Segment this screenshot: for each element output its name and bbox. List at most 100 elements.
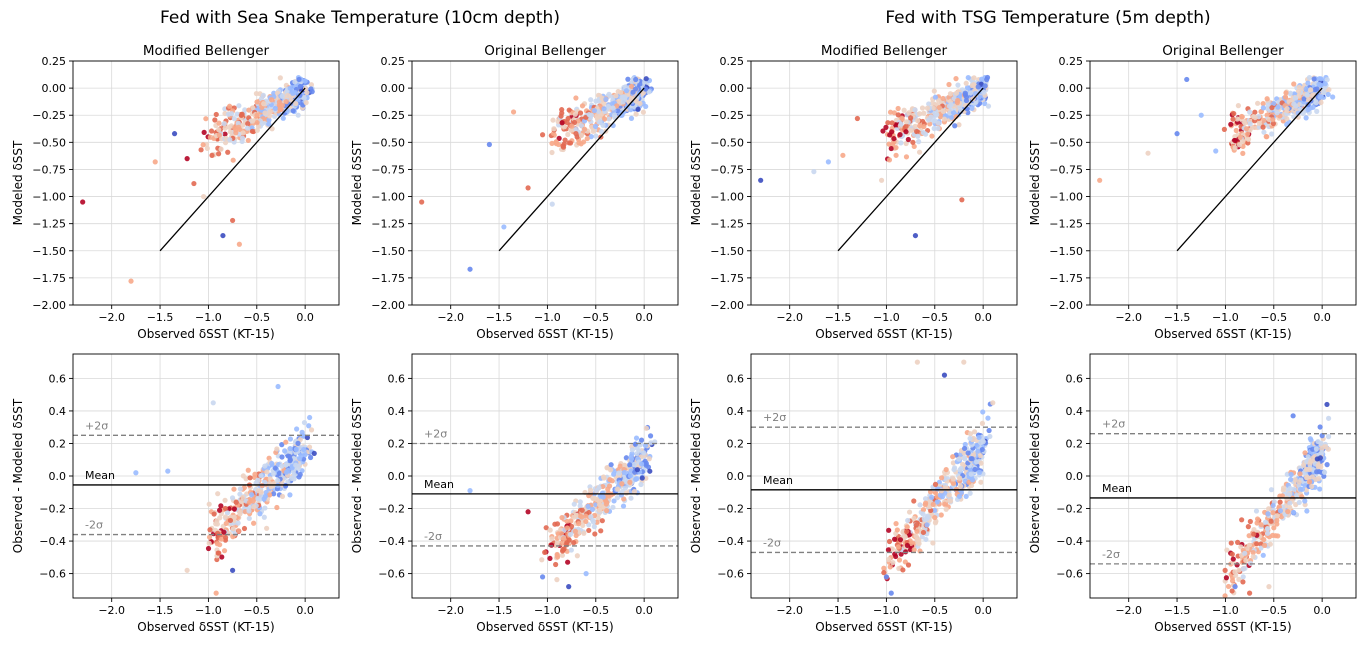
- data-point: [285, 453, 291, 459]
- data-point: [641, 450, 647, 456]
- data-point: [266, 121, 272, 127]
- data-point: [952, 123, 958, 129]
- x-tick-label: −1.0: [1212, 311, 1239, 324]
- data-point: [221, 121, 227, 127]
- data-point: [586, 527, 592, 534]
- data-point: [898, 140, 904, 146]
- data-point: [629, 447, 636, 453]
- data-point: [1314, 108, 1320, 114]
- y-tick-label: −1.25: [32, 218, 66, 231]
- data-point: [601, 475, 607, 481]
- data-point: [601, 106, 607, 112]
- data-point: [1246, 533, 1252, 539]
- data-point: [1292, 476, 1298, 483]
- data-point: [547, 555, 553, 562]
- data-point: [611, 112, 618, 118]
- y-tick-label: −2.00: [1049, 299, 1083, 312]
- plus-2sigma-label: +2σ: [85, 419, 108, 432]
- data-point: [1261, 542, 1268, 548]
- data-point: [985, 415, 991, 421]
- y-tick-label: −1.00: [1049, 191, 1083, 204]
- data-point: [80, 199, 86, 205]
- data-point: [903, 154, 910, 160]
- y-tick-label: −1.00: [32, 191, 66, 204]
- data-point: [564, 525, 570, 531]
- panel-1-1: +2σ Mean -2σ −2.0 −1.5 −1.0 −0.5 0.0 0.6 0.4 0.2 0.…: [350, 353, 679, 634]
- data-point: [619, 94, 625, 100]
- y-tick-label: −0.25: [371, 109, 405, 122]
- data-point: [1306, 74, 1313, 81]
- data-point: [583, 513, 589, 519]
- data-point: [975, 448, 981, 454]
- data-point: [241, 485, 247, 491]
- data-point: [1222, 567, 1228, 573]
- group-title-sea-snake: Fed with Sea Snake Temperature (10cm dep…: [160, 8, 560, 28]
- data-point: [1290, 413, 1296, 419]
- y-tick-label: 0.2: [1066, 437, 1084, 450]
- mean-label: Mean: [763, 474, 793, 487]
- data-point: [615, 486, 621, 492]
- data-point: [200, 193, 207, 200]
- data-point: [258, 489, 264, 495]
- data-point: [276, 99, 283, 105]
- x-tick-label: 0.0: [635, 604, 653, 617]
- data-point: [961, 359, 967, 365]
- data-point: [931, 88, 937, 94]
- data-point: [569, 123, 575, 129]
- data-point: [264, 525, 270, 531]
- data-point: [303, 100, 309, 106]
- data-point: [904, 524, 910, 530]
- data-point: [953, 76, 959, 82]
- data-point: [525, 509, 531, 515]
- data-point: [883, 574, 890, 580]
- x-tick-label: −1.0: [534, 311, 561, 324]
- data-point: [1321, 473, 1327, 479]
- data-point: [560, 144, 567, 150]
- data-point: [987, 433, 993, 440]
- data-point: [967, 435, 973, 442]
- data-point: [929, 494, 935, 500]
- x-tick-label: −1.0: [534, 604, 561, 617]
- data-point: [1275, 104, 1281, 110]
- scatter-points: [133, 383, 317, 596]
- data-point: [558, 530, 565, 537]
- data-point: [969, 105, 975, 111]
- data-point: [1271, 525, 1277, 531]
- data-point: [902, 534, 908, 540]
- data-point: [1232, 584, 1238, 590]
- data-point: [1296, 499, 1302, 506]
- data-point: [558, 540, 565, 546]
- data-point: [921, 123, 927, 130]
- y-tick-label: −1.50: [710, 245, 744, 258]
- x-tick-label: −0.5: [243, 604, 270, 617]
- data-point: [923, 500, 929, 506]
- data-point: [886, 527, 892, 533]
- data-point: [571, 540, 577, 546]
- data-point: [230, 567, 236, 573]
- x-axis-label: Observed δSST (KT-15): [137, 620, 274, 634]
- data-point: [246, 107, 252, 113]
- data-point: [221, 529, 227, 535]
- data-point: [237, 509, 243, 515]
- data-point: [222, 131, 228, 137]
- data-point: [258, 473, 264, 479]
- data-point: [251, 520, 257, 526]
- data-point: [1305, 80, 1311, 86]
- data-point: [287, 445, 293, 452]
- data-point: [1260, 101, 1266, 107]
- data-point: [1228, 540, 1234, 546]
- data-point: [306, 423, 312, 429]
- y-tick-label: −0.25: [1049, 109, 1083, 122]
- data-point: [637, 100, 643, 107]
- data-point: [961, 445, 968, 452]
- data-point: [888, 590, 894, 596]
- data-point: [977, 453, 983, 459]
- data-point: [1097, 177, 1103, 183]
- data-point: [295, 440, 301, 446]
- data-point: [553, 141, 559, 147]
- data-point: [218, 146, 224, 152]
- data-point: [927, 121, 933, 127]
- y-tick-label: −0.2: [378, 503, 405, 516]
- data-point: [1314, 86, 1320, 92]
- data-point: [1229, 588, 1235, 594]
